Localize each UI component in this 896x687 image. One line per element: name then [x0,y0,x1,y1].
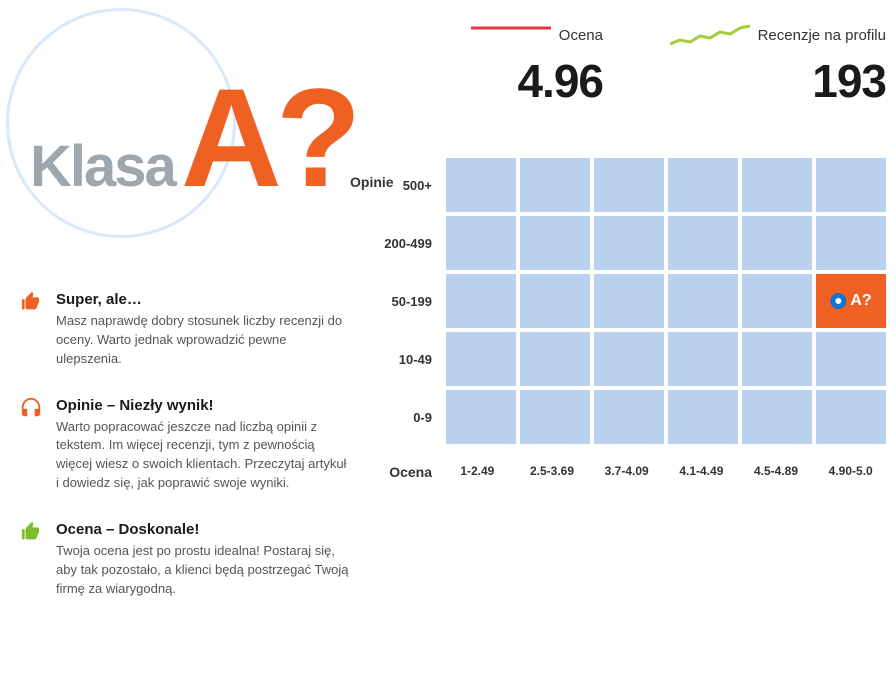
feedback-list: Super, ale… Masz naprawdę dobry stosunek… [10,291,350,598]
heatmap-cell [668,390,738,444]
heatmap-cell [742,158,812,212]
feedback-title: Opinie – Niezły wynik! [56,397,350,414]
x-tick-label: 3.7-4.09 [591,464,662,480]
heatmap-row: 0-9 [370,390,886,444]
headset-icon [20,397,42,419]
klasa-grade: A? [181,75,356,201]
heatmap-cell [594,274,664,328]
thumb-up-icon [20,521,42,543]
sparkline-reviews-icon [670,20,750,50]
stat-reviews-value: 193 [653,54,886,108]
x-tick-label: 2.5-3.69 [517,464,588,480]
stat-rating: Ocena 4.96 [370,20,603,108]
stat-rating-value: 4.96 [370,54,603,108]
grade-header: Klasa A? [20,75,350,201]
y-tick-label: 0-9 [370,410,442,425]
heatmap-cell [668,274,738,328]
y-tick-label: 10-49 [370,352,442,367]
heatmap-cell [520,158,590,212]
x-tick-label: 1-2.49 [442,464,513,480]
y-tick-label: 50-199 [370,294,442,309]
x-tick-label: 4.90-5.0 [815,464,886,480]
heatmap: 500+ 200-499 50-199 A? 10-49 0-9 Ocena 1-2.… [370,158,886,480]
heatmap-cell [594,216,664,270]
heatmap-cell [742,274,812,328]
heatmap-row: 50-199 A? [370,274,886,328]
heatmap-cell [520,332,590,386]
heatmap-cell [520,274,590,328]
stat-reviews-label: Recenzje na profilu [758,27,886,44]
heatmap-cell [742,216,812,270]
feedback-title: Super, ale… [56,291,350,308]
heatmap-cell [446,158,516,212]
heatmap-row: 200-499 [370,216,886,270]
stat-reviews: Recenzje na profilu 193 [653,20,886,108]
x-axis-title: Ocena [370,464,442,480]
y-tick-label: 500+ [370,178,442,193]
heatmap-row: 500+ [370,158,886,212]
feedback-desc: Warto popracować jeszcze nad liczbą opin… [56,418,350,493]
heatmap-cell [816,332,886,386]
thumb-up-icon [20,291,42,313]
heatmap-cell [742,390,812,444]
heatmap-cell [446,216,516,270]
feedback-item: Opinie – Niezły wynik! Warto popracować … [20,397,350,493]
feedback-item: Super, ale… Masz naprawdę dobry stosunek… [20,291,350,369]
heatmap-cell [520,216,590,270]
x-tick-label: 4.1-4.49 [666,464,737,480]
feedback-item: Ocena – Doskonale! Twoja ocena jest po p… [20,521,350,599]
heatmap-cell: A? [816,274,886,328]
heatmap-cell [520,390,590,444]
heatmap-cell [816,216,886,270]
left-panel: Klasa A? Super, ale… Masz naprawdę dobry… [10,20,370,626]
right-panel: Ocena 4.96 Recenzje na profilu 193 Opini… [370,20,886,626]
x-tick-label: 4.5-4.89 [741,464,812,480]
klasa-label: Klasa [30,133,175,200]
heatmap-cell [668,332,738,386]
marker-label: A? [850,292,871,310]
heatmap-cell [668,216,738,270]
heatmap-cell [594,332,664,386]
heatmap-marker: A? [830,292,871,310]
heatmap-row: 10-49 [370,332,886,386]
heatmap-cell [742,332,812,386]
heatmap-cell [446,274,516,328]
feedback-desc: Twoja ocena jest po prostu idealna! Post… [56,542,350,599]
marker-dot-icon [830,293,846,309]
y-tick-label: 200-499 [370,236,442,251]
feedback-desc: Masz naprawdę dobry stosunek liczby rece… [56,312,350,369]
heatmap-cell [816,158,886,212]
heatmap-cell [446,332,516,386]
sparkline-rating-icon [471,20,551,50]
heatmap-cell [816,390,886,444]
heatmap-cell [594,158,664,212]
heatmap-cell [446,390,516,444]
stats-row: Ocena 4.96 Recenzje na profilu 193 [370,20,886,108]
stat-rating-label: Ocena [559,27,603,44]
feedback-title: Ocena – Doskonale! [56,521,350,538]
heatmap-cell [668,158,738,212]
heatmap-cell [594,390,664,444]
